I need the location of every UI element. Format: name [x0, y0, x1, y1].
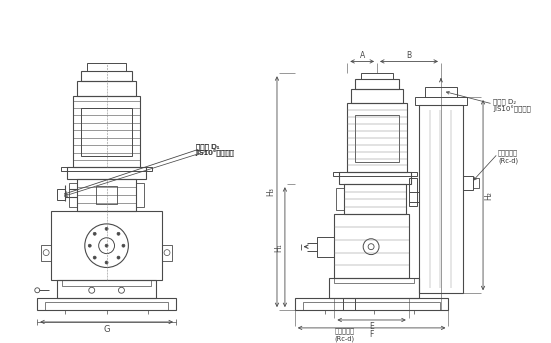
Bar	[96, 186, 117, 204]
Bar	[87, 63, 126, 71]
Bar	[73, 96, 141, 167]
Bar	[344, 184, 406, 214]
Bar	[334, 214, 409, 279]
Text: E: E	[369, 322, 374, 331]
Bar	[333, 173, 417, 176]
Text: H₂: H₂	[484, 191, 494, 200]
Bar	[37, 298, 176, 310]
Text: F: F	[369, 330, 374, 339]
Bar	[57, 280, 156, 298]
Circle shape	[105, 244, 108, 247]
Bar	[419, 105, 463, 293]
Bar	[329, 279, 419, 298]
Bar	[61, 167, 152, 172]
Bar	[62, 280, 151, 286]
Bar	[339, 173, 410, 184]
Circle shape	[117, 232, 120, 235]
Text: JIS10°フランジ: JIS10°フランジ	[493, 105, 531, 113]
Text: JIS10°フランジ: JIS10°フランジ	[196, 150, 234, 157]
Bar	[337, 188, 344, 210]
Bar	[136, 183, 144, 207]
Text: 冷却水出口
(Rc-d): 冷却水出口 (Rc-d)	[498, 150, 518, 164]
Text: 吐出口 D₂: 吐出口 D₂	[493, 99, 516, 105]
Circle shape	[105, 261, 108, 264]
Bar	[355, 79, 399, 89]
Bar	[473, 178, 479, 188]
Bar	[463, 176, 473, 190]
Bar	[343, 298, 355, 310]
Text: 吸気口 D₁: 吸気口 D₁	[196, 143, 219, 150]
Circle shape	[88, 244, 91, 247]
Bar	[67, 167, 146, 179]
Bar	[317, 237, 334, 257]
Text: H₃: H₃	[267, 187, 276, 196]
Text: G: G	[104, 326, 110, 334]
Bar	[295, 298, 449, 310]
Bar	[334, 279, 414, 283]
Text: B: B	[407, 51, 412, 60]
Bar	[361, 73, 393, 79]
Bar	[352, 89, 403, 103]
Bar	[45, 302, 168, 310]
Text: A: A	[360, 51, 365, 60]
Text: H₁: H₁	[274, 243, 283, 251]
Bar	[57, 189, 65, 200]
Bar	[69, 183, 77, 207]
Bar	[77, 81, 136, 96]
Bar	[81, 71, 132, 81]
Bar	[347, 103, 407, 173]
Bar	[77, 179, 136, 211]
Bar	[415, 97, 467, 105]
Bar	[355, 115, 399, 163]
Bar	[81, 108, 132, 155]
Text: 冷却水入口
(Rc-d): 冷却水入口 (Rc-d)	[334, 328, 354, 342]
Circle shape	[93, 232, 96, 235]
Bar	[425, 87, 457, 97]
Circle shape	[117, 256, 120, 259]
Bar	[302, 302, 440, 310]
Bar	[41, 245, 51, 261]
Bar	[162, 245, 172, 261]
Text: 吸気口 D₁: 吸気口 D₁	[196, 143, 220, 150]
Bar	[409, 178, 417, 206]
Circle shape	[122, 244, 125, 247]
Circle shape	[105, 227, 108, 230]
Bar	[51, 211, 162, 280]
Circle shape	[93, 256, 96, 259]
Text: JIS10°フランジ: JIS10°フランジ	[196, 150, 235, 157]
